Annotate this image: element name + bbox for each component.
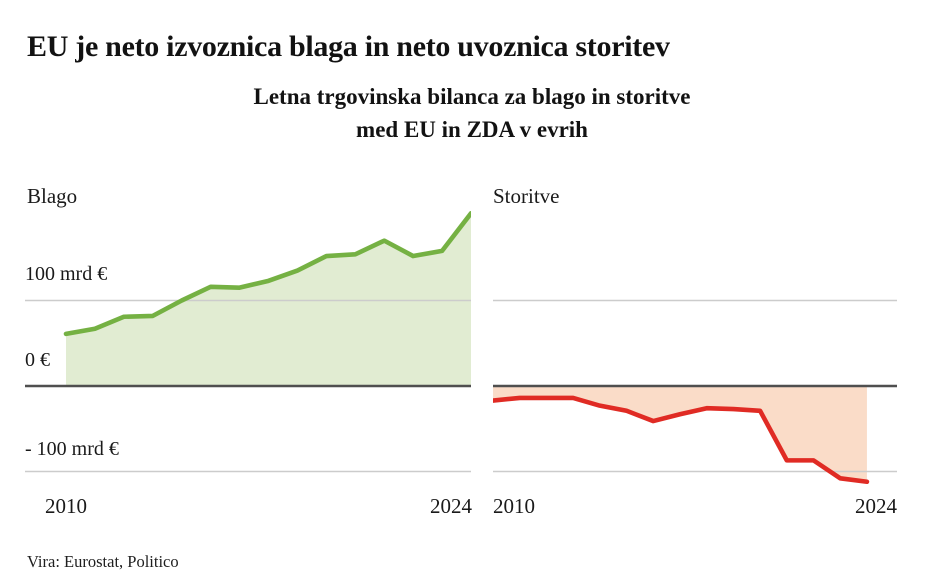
chart-subtitle-line1: Letna trgovinska bilanca za blago in sto… bbox=[253, 84, 691, 109]
y-axis-label-0: 0 € bbox=[25, 349, 50, 371]
goods-chart-title: Blago bbox=[27, 184, 78, 208]
services-chart-title: Storitve bbox=[493, 184, 560, 208]
goods-area-fill bbox=[66, 213, 471, 386]
y-axis-label-neg100: - 100 mrd € bbox=[25, 438, 119, 460]
services-area-chart bbox=[493, 299, 897, 485]
goods-area-chart bbox=[25, 210, 471, 473]
goods-x-axis: 2010 2024 bbox=[45, 494, 472, 519]
services-area-fill bbox=[493, 386, 867, 482]
services-x-axis: 2010 2024 bbox=[493, 494, 897, 519]
goods-x-label-end: 2024 bbox=[430, 494, 472, 518]
y-axis-label-100: 100 mrd € bbox=[25, 263, 108, 285]
page-title: EU je neto izvoznica blaga in neto uvozn… bbox=[27, 30, 670, 64]
services-x-label-end: 2024 bbox=[855, 494, 897, 518]
goods-x-label-start: 2010 bbox=[45, 494, 87, 518]
goods-data-line bbox=[63, 210, 471, 337]
chart-subtitle: Letna trgovinska bilanca za blago in sto… bbox=[0, 80, 944, 146]
chart-subtitle-line2: med EU in ZDA v evrih bbox=[356, 117, 588, 142]
source-note: Vira: Eurostat, Politico bbox=[27, 552, 179, 571]
services-data-line bbox=[493, 395, 870, 485]
services-x-label-start: 2010 bbox=[493, 494, 535, 518]
